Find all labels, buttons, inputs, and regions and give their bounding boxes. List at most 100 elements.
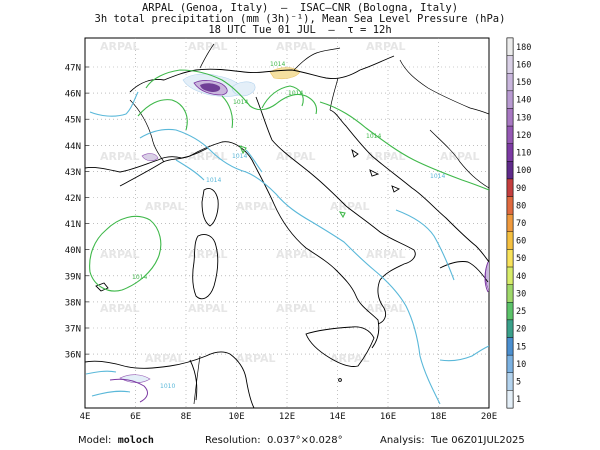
watermark-text: ARPAL	[276, 40, 316, 53]
colorbar-swatch	[506, 55, 514, 74]
watermark-text: ARPAL	[100, 150, 140, 163]
lat-label: 36N	[65, 351, 81, 361]
footer-resolution-label: Resolution:	[205, 435, 261, 446]
isobars	[85, 69, 489, 405]
colorbar-swatch	[506, 90, 514, 109]
colorbar-swatch	[506, 37, 514, 56]
colorbar-label: 70	[516, 219, 526, 229]
watermark-text: ARPAL	[145, 352, 185, 365]
title-line-1: ARPAL (Genoa, Italy) – ISAC–CNR (Bologna…	[141, 2, 459, 14]
colorbar-swatch	[506, 319, 514, 338]
watermark-text: ARPAL	[330, 352, 370, 365]
isobar-label: 1014	[132, 274, 147, 281]
footer-model-label: Model:	[78, 435, 112, 446]
watermark-text: ARPAL	[276, 248, 316, 261]
isobar-label: 1014	[206, 177, 221, 184]
colorbar-swatch	[506, 73, 514, 92]
lat-label: 38N	[65, 298, 81, 308]
lat-label: 40N	[65, 246, 81, 256]
lat-label: 42N	[65, 194, 81, 204]
isobar-label: 1014	[233, 99, 248, 106]
lon-label: 20E	[481, 412, 497, 422]
lon-label: 4E	[80, 412, 91, 422]
lon-label: 14E	[329, 412, 345, 422]
lat-label: 41N	[65, 220, 81, 230]
lat-label: 46N	[65, 90, 81, 100]
colorbar-label: 60	[516, 237, 526, 247]
isobar-label-layer: 1014 1014 1014 1014 1014 1014 1014 1014 1010	[132, 61, 445, 390]
watermark-text: ARPAL	[188, 150, 228, 163]
watermark-text: ARPAL	[100, 248, 140, 261]
watermark-text: ARPAL	[276, 302, 316, 315]
colorbar-label: 120	[516, 131, 531, 141]
colorbar-label: 25	[516, 307, 526, 317]
colorbar-swatch	[506, 372, 514, 391]
colorbar-label: 1	[516, 395, 521, 405]
watermark-text: ARPAL	[330, 200, 370, 213]
lon-label: 16E	[380, 412, 396, 422]
lat-label: 39N	[65, 272, 81, 282]
watermark-text: ARPAL	[236, 352, 276, 365]
colorbar-label: 130	[516, 113, 531, 123]
watermark-text: ARPAL	[440, 150, 480, 163]
colorbar-label: 5	[516, 378, 521, 388]
colorbar-label: 160	[516, 60, 531, 70]
watermark-text: ARPAL	[145, 200, 185, 213]
footer-resolution: Resolution: 0.037°×0.028°	[205, 435, 343, 446]
colorbar-swatch	[506, 143, 514, 162]
lat-label: 43N	[65, 168, 81, 178]
colorbar-swatch	[506, 231, 514, 250]
latitude-labels: 47N 46N 45N 44N 43N 42N 41N 40N 39N 38N 37N 36N	[65, 64, 81, 361]
colorbar-label: 40	[516, 272, 526, 282]
footer-resolution-value: 0.037°×0.028°	[266, 435, 343, 446]
colorbar-swatch	[506, 161, 514, 180]
colorbar-label: 10	[516, 360, 526, 370]
footer-model-value: moloch	[117, 435, 154, 446]
lon-label: 6E	[130, 412, 141, 422]
colorbar-label: 140	[516, 96, 531, 106]
footer-analysis-label: Analysis:	[380, 435, 425, 446]
colorbar-label: 110	[516, 149, 531, 159]
watermark-text: ARPAL	[188, 40, 228, 53]
longitude-labels: 4E 6E 8E 10E 12E 14E 16E 18E 20E	[80, 412, 498, 422]
colorbar-label: 180	[516, 43, 531, 53]
isobar-label: 1010	[160, 383, 175, 390]
watermark-text: ARPAL	[366, 248, 406, 261]
colorbar-swatch	[506, 178, 514, 197]
colorbar-swatch	[506, 196, 514, 215]
title-line-3: 18 UTC Tue 01 JUL – τ = 12h	[208, 24, 392, 36]
lon-label: 18E	[430, 412, 446, 422]
lat-label: 44N	[65, 142, 81, 152]
colorbar-label: 30	[516, 289, 526, 299]
lon-label: 8E	[181, 412, 192, 422]
lat-label: 45N	[65, 116, 81, 126]
isobar-label: 1014	[288, 90, 303, 97]
colorbar-swatch	[506, 337, 514, 356]
watermark-text: ARPAL	[100, 40, 140, 53]
colorbar-label: 50	[516, 254, 526, 264]
lon-label: 12E	[279, 412, 295, 422]
isobar-label: 1014	[270, 61, 285, 68]
colorbar-label: 150	[516, 78, 531, 88]
precipitation-colorbar: 1801601501401301201101009080706050403025…	[506, 37, 531, 409]
footer-analysis: Analysis: Tue 06Z01JUL2025	[380, 435, 525, 446]
colorbar-swatch	[506, 302, 514, 321]
isobar-label: 1014	[430, 173, 445, 180]
colorbar-swatch	[506, 354, 514, 373]
colorbar-swatch	[506, 125, 514, 144]
watermark-text: ARPAL	[366, 302, 406, 315]
footer-model: Model: moloch	[78, 435, 154, 446]
isobar-label: 1014	[232, 153, 247, 160]
colorbar-swatch	[506, 266, 514, 285]
coastline	[85, 55, 489, 408]
colorbar-swatch	[506, 108, 514, 127]
watermark-text: ARPAL	[100, 302, 140, 315]
colorbar-swatch	[506, 284, 514, 303]
colorbar-label: 80	[516, 201, 526, 211]
colorbar-label: 90	[516, 184, 526, 194]
title-line-2: 3h total precipitation (mm (3h)⁻¹), Mean…	[94, 13, 506, 25]
footer-analysis-value: Tue 06Z01JUL2025	[430, 435, 525, 446]
country-borders	[129, 43, 489, 405]
colorbar-label: 20	[516, 325, 526, 335]
colorbar-swatch	[506, 213, 514, 233]
